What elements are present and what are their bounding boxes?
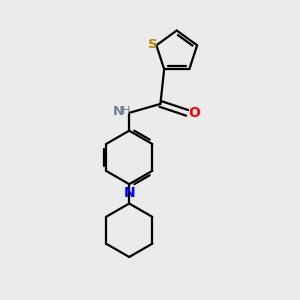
Text: N: N (123, 185, 135, 200)
Text: H: H (122, 106, 130, 116)
Text: N: N (113, 105, 124, 118)
Text: O: O (188, 106, 200, 120)
Text: S: S (148, 38, 158, 51)
